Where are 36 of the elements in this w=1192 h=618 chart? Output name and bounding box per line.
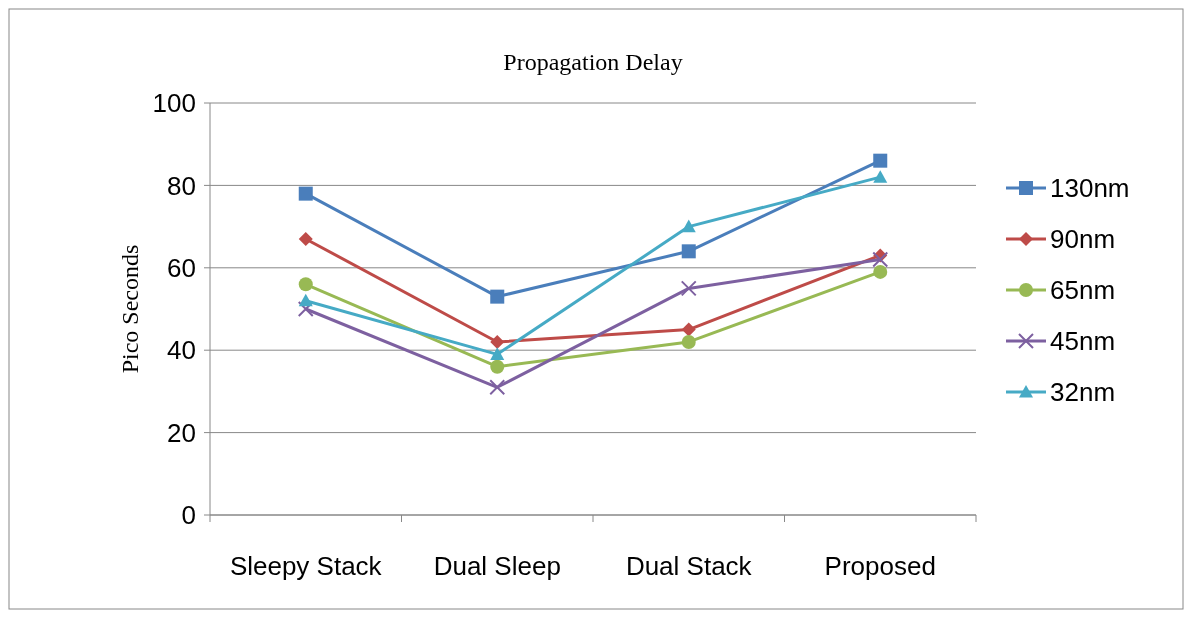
x-tick-label: Dual Stack: [625, 551, 753, 581]
x-tick-label: Dual Sleep: [433, 551, 561, 581]
y-tick-label: 60: [167, 252, 196, 283]
x-tick-label: Proposed: [824, 551, 936, 581]
point: [873, 170, 888, 183]
y-tick-label: 80: [167, 170, 196, 201]
y-tick-label: 20: [167, 417, 196, 448]
point: [298, 231, 313, 246]
point: [873, 153, 888, 168]
legend-label: 65nm: [1050, 275, 1116, 306]
point: [297, 301, 314, 317]
point: [680, 280, 697, 297]
point: [681, 322, 696, 337]
point: [490, 334, 505, 349]
legend-label: 90nm: [1050, 224, 1116, 255]
point: [681, 219, 696, 233]
x-tick-label: Sleepy Stack: [229, 551, 383, 581]
point: [298, 293, 313, 307]
y-axis-title: Pico Seconds: [117, 244, 143, 374]
point: [298, 277, 313, 292]
point: [872, 251, 889, 268]
point: [298, 186, 313, 201]
chart-title: Propagation Delay: [503, 49, 683, 75]
legend-label: 32nm: [1050, 377, 1116, 408]
point: [681, 244, 696, 259]
y-tick-label: 40: [167, 335, 196, 366]
point: [489, 379, 506, 396]
y-tick-label: 0: [181, 500, 196, 531]
point: [490, 347, 505, 360]
point: [490, 359, 505, 374]
point: [873, 264, 888, 279]
legend-label: 130nm: [1050, 173, 1130, 204]
point: [681, 334, 696, 349]
y-tick-label: 100: [152, 88, 196, 119]
legend-label: 45nm: [1050, 326, 1116, 357]
point: [490, 289, 505, 304]
